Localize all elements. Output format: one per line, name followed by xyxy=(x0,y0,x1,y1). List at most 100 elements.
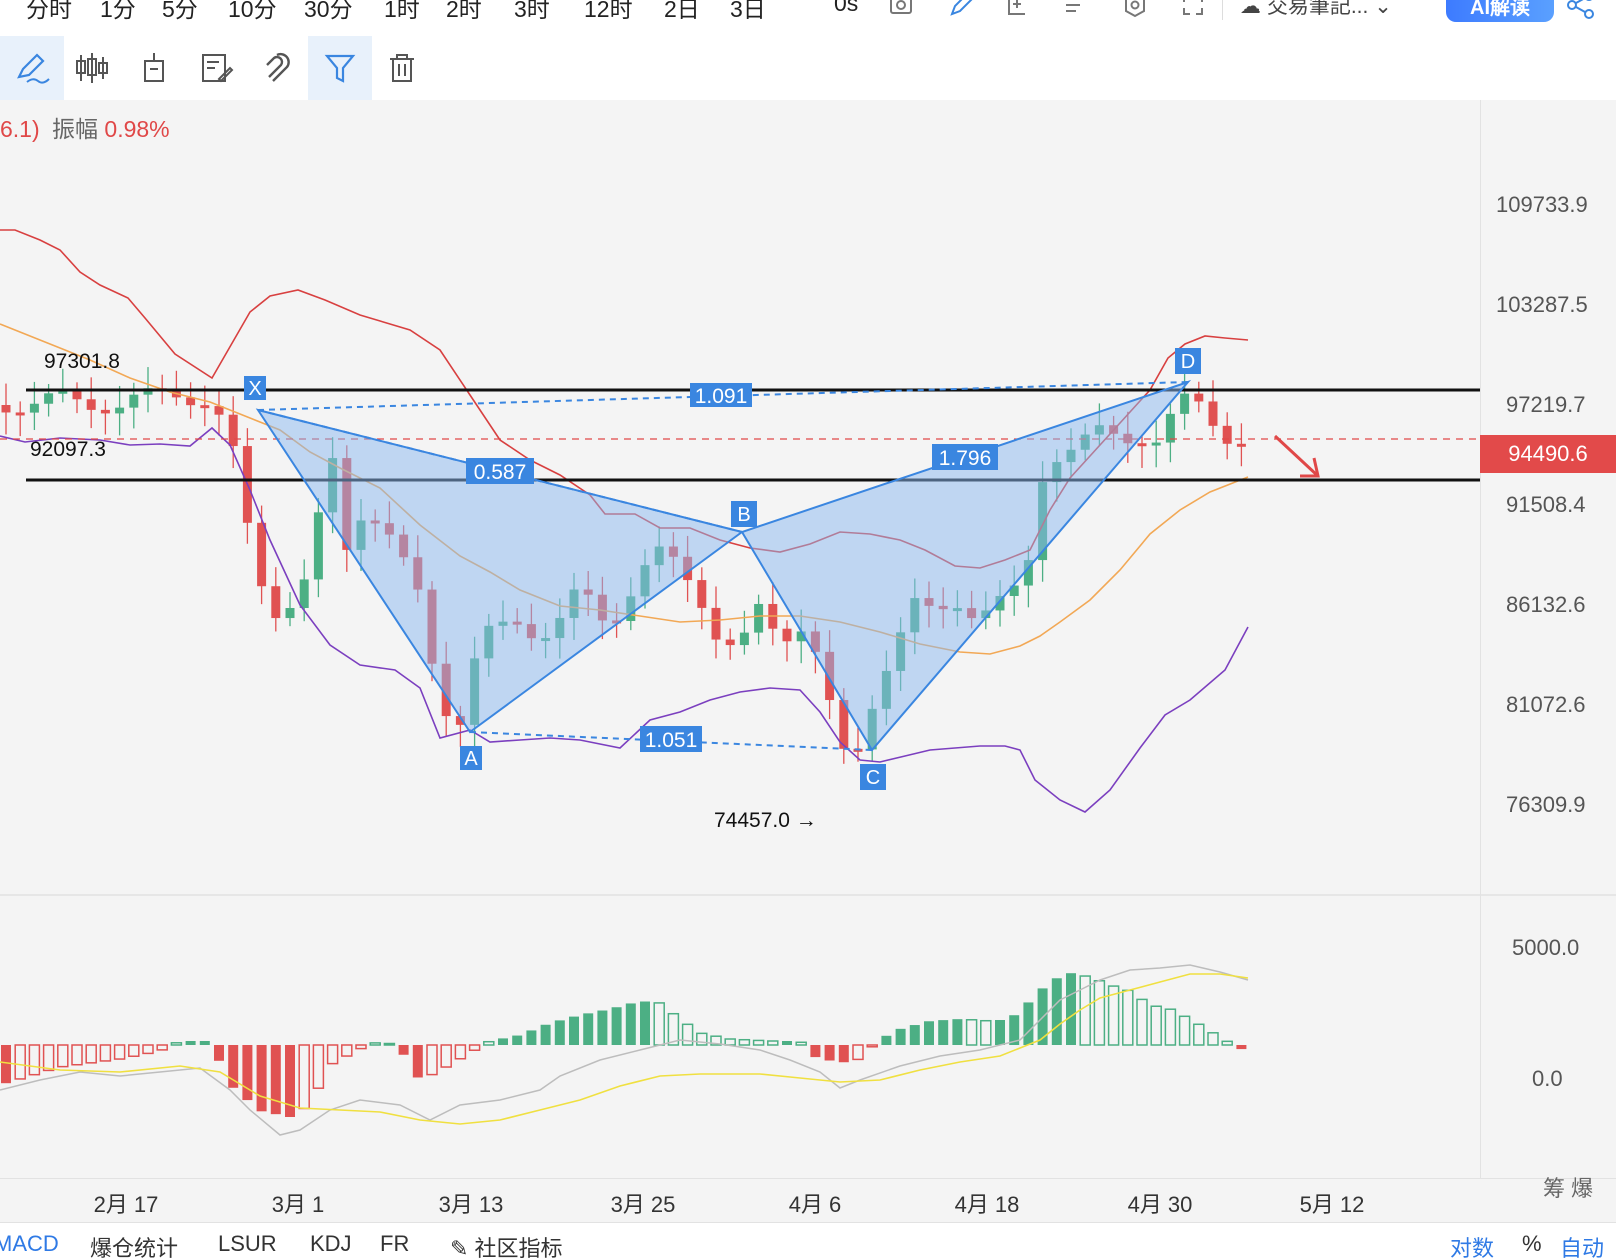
harmonic-pattern[interactable]: X A B C D 0.587 1.051 1.796 1.091 xyxy=(244,348,1201,790)
macd-bar xyxy=(1066,973,1076,1045)
community-indicator-tab[interactable]: ✎ 社区指标 xyxy=(450,1231,563,1259)
add-indicator-icon[interactable] xyxy=(1004,0,1030,18)
macd-bar xyxy=(142,1044,154,1055)
tf-1m[interactable]: 1分 xyxy=(100,0,136,22)
ratio-bd-box xyxy=(932,444,998,470)
tf-2h[interactable]: 2时 xyxy=(446,0,482,22)
macd-bar xyxy=(57,1044,69,1068)
change-value: 6.1) xyxy=(0,116,40,142)
macd-bar xyxy=(824,1045,835,1061)
candle-body xyxy=(29,403,39,413)
ai-interpret-button[interactable]: AI解读 xyxy=(1446,0,1554,22)
macd-bar xyxy=(355,1044,367,1050)
log-scale-toggle[interactable]: 对数 xyxy=(1450,1236,1495,1259)
community-indicator-label: 社区指标 xyxy=(474,1236,563,1259)
date-tick: 4月 30 xyxy=(1127,1192,1193,1217)
auto-scale-toggle[interactable]: 自动 xyxy=(1560,1236,1605,1259)
note-edit-icon xyxy=(202,54,234,83)
macd-bar xyxy=(440,1044,452,1068)
tab-liquidation[interactable]: 爆仓统计 xyxy=(90,1236,179,1259)
macd-bar xyxy=(312,1044,325,1089)
indicator-tabs: MACD 爆仓统计 LSUR KDJ FR ✎ 社区指标 对数 % 自动 xyxy=(0,1222,1616,1259)
tf-2d[interactable]: 2日 xyxy=(664,0,700,22)
macd-bar xyxy=(85,1044,97,1064)
tf-5m[interactable]: 5分 xyxy=(162,0,198,22)
tab-lsur[interactable]: LSUR xyxy=(218,1231,277,1256)
macd-bar xyxy=(128,1044,140,1057)
amplitude-label: 振幅 xyxy=(52,116,99,142)
macd-bar xyxy=(1093,980,1106,1046)
amplitude-value: 0.98% xyxy=(104,116,170,142)
macd-bar xyxy=(681,1023,694,1046)
candlestick-icon xyxy=(76,53,108,83)
candle-body xyxy=(1165,413,1175,443)
macd-bar xyxy=(866,1044,878,1048)
magnet-button[interactable] xyxy=(246,36,310,100)
percent-toggle[interactable]: % xyxy=(1522,1231,1542,1256)
macd-bar xyxy=(412,1045,423,1078)
toolbar-divider xyxy=(1222,0,1223,20)
macd-bar xyxy=(938,1020,949,1045)
fullscreen-icon[interactable] xyxy=(1180,0,1206,18)
settings-icon[interactable] xyxy=(1122,0,1148,18)
tf-3d[interactable]: 3日 xyxy=(730,0,766,22)
macd-bar xyxy=(965,1019,978,1046)
candle-style-button[interactable] xyxy=(60,36,124,100)
date-tick: 4月 18 xyxy=(954,1192,1020,1217)
note-button[interactable] xyxy=(184,36,248,100)
macd-bar xyxy=(398,1045,409,1055)
camera-icon[interactable] xyxy=(888,0,914,18)
indicator-button[interactable] xyxy=(122,36,186,100)
macd-bar xyxy=(838,1045,849,1063)
macd-bar xyxy=(298,1044,310,1110)
trash-icon xyxy=(390,54,414,82)
macd-bar xyxy=(1221,1040,1233,1046)
candle-body xyxy=(1180,393,1190,414)
candle-body xyxy=(100,409,110,414)
macd-dea-line xyxy=(0,973,1249,1125)
tf-realtime[interactable]: 分时 xyxy=(26,0,72,22)
macd-bar xyxy=(710,1035,722,1046)
delete-button[interactable] xyxy=(370,36,434,100)
macd-bar xyxy=(1051,978,1062,1045)
price-tick: 81072.6 xyxy=(1506,692,1586,717)
price-tick: 97219.7 xyxy=(1506,392,1586,417)
seconds-label[interactable]: 0s xyxy=(834,0,859,16)
trade-journal-dropdown[interactable]: ☁ 交易筆記... ⌄ xyxy=(1240,0,1392,20)
candle-body xyxy=(796,631,806,642)
indicator-icon xyxy=(144,53,164,82)
share-icon[interactable] xyxy=(1566,0,1596,20)
chip-burst-label[interactable]: 筹 爆 xyxy=(1542,1176,1594,1201)
tf-10m[interactable]: 10分 xyxy=(228,0,277,22)
point-x-label: X xyxy=(248,378,261,400)
current-price-badge: 94490.6 xyxy=(1480,435,1616,473)
candle-body xyxy=(186,397,196,406)
macd-bar xyxy=(256,1045,267,1112)
macd-bar xyxy=(71,1044,83,1066)
arrow-head xyxy=(1300,457,1320,478)
filter-button[interactable] xyxy=(308,36,372,100)
tf-12h[interactable]: 12时 xyxy=(584,0,633,22)
tab-kdj[interactable]: KDJ xyxy=(310,1231,352,1256)
tab-fr[interactable]: FR xyxy=(380,1231,410,1256)
macd-bar xyxy=(99,1044,112,1062)
draw-tool-button[interactable] xyxy=(0,36,64,100)
macd-bar xyxy=(696,1032,708,1046)
macd-bar xyxy=(383,1042,396,1046)
macd-bar xyxy=(14,1044,26,1080)
macd-bar xyxy=(512,1035,523,1045)
tf-1h[interactable]: 1时 xyxy=(384,0,420,22)
macd-bar xyxy=(1107,985,1120,1046)
tf-30m[interactable]: 30分 xyxy=(304,0,353,22)
tf-3h[interactable]: 3时 xyxy=(514,0,550,22)
candlestick-chart[interactable]: X A B C D 0.587 1.051 1.796 1.091 97301.… xyxy=(0,100,1616,1178)
tab-macd[interactable]: MACD xyxy=(0,1231,59,1256)
list-icon[interactable] xyxy=(1062,0,1088,18)
macd-bar xyxy=(640,1001,650,1045)
candle-body xyxy=(86,399,96,410)
macd-bar xyxy=(369,1042,381,1046)
pen-icon[interactable] xyxy=(948,0,974,18)
pencil-wave-icon xyxy=(17,53,50,84)
candle-body xyxy=(72,390,82,400)
price-axis[interactable] xyxy=(1480,100,1616,1178)
